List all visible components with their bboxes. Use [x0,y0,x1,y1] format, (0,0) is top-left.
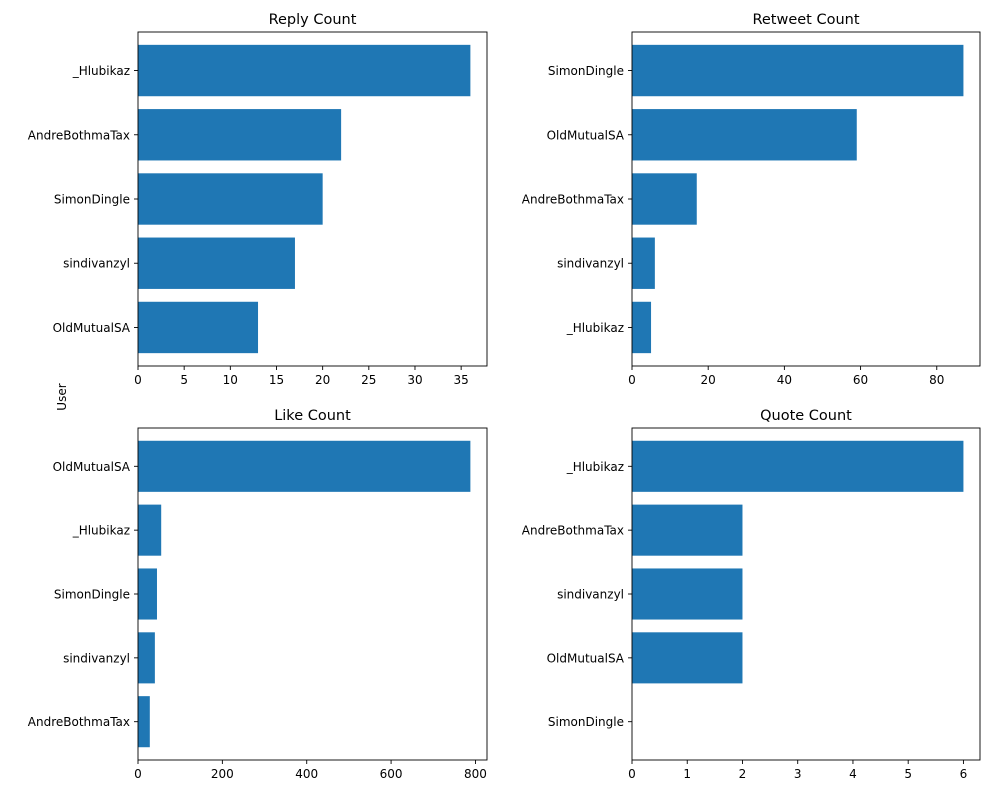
y-tick-label: sindivanzyl [557,588,624,602]
chart-title: Like Count [274,408,351,424]
bar-AndreBothmaTax [138,696,150,748]
x-tick-label: 1 [683,767,691,781]
bar-_Hlubikaz [138,504,162,556]
bar-SimonDingle [138,568,157,620]
y-tick-label: AndreBothmaTax [28,128,130,142]
y-tick-label: SimonDingle [54,588,130,602]
y-tick-label: AndreBothmaTax [28,715,130,729]
bar-AndreBothmaTax [138,109,342,161]
y-tick-label: _Hlubikaz [72,64,130,78]
y-tick-label: AndreBothmaTax [522,524,624,538]
axes-frame [137,427,488,761]
y-tick-label: SimonDingle [548,715,624,729]
axes-frame [631,31,981,367]
bar-AndreBothmaTax [632,504,743,556]
bar-sindivanzyl [138,237,295,289]
x-tick-label: 0 [628,767,636,781]
axes-frame [631,427,981,761]
y-tick-label: sindivanzyl [557,257,624,271]
bar-OldMutualSA [632,632,743,684]
y-tick-label: OldMutualSA [547,128,625,142]
y-tick-label: _Hlubikaz [72,524,130,538]
subplot-4: _Hlubikaz AndreBothmaTax sindivanzyl OldMut… [522,408,981,781]
subplot-2: SimonDingle OldMutualSA AndreBothmaTax sind… [522,12,981,387]
x-tick-label: 4 [849,767,857,781]
chart-title: Retweet Count [752,12,859,28]
x-tick-label: 60 [853,373,868,387]
axes-frame [137,31,488,367]
x-tick-label: 2 [739,767,747,781]
y-tick-label: SimonDingle [54,193,130,207]
x-tick-label: 600 [380,767,403,781]
x-tick-label: 5 [904,767,912,781]
bar-SimonDingle [138,173,323,225]
x-tick-label: 20 [701,373,716,387]
x-tick-label: 40 [777,373,792,387]
x-tick-label: 0 [134,767,142,781]
y-tick-label: sindivanzyl [63,651,130,665]
x-tick-label: 400 [295,767,318,781]
bar-_Hlubikaz [632,301,652,354]
x-tick-label: 800 [464,767,487,781]
x-tick-label: 25 [361,373,376,387]
x-tick-label: 6 [960,767,968,781]
x-tick-label: 15 [269,373,284,387]
x-tick-label: 20 [315,373,330,387]
chart-title: Quote Count [760,408,852,424]
bar-SimonDingle [632,44,964,97]
bar-OldMutualSA [138,440,471,492]
x-tick-label: 0 [134,373,142,387]
bar-OldMutualSA [138,301,259,354]
shared-y-axis-label: User [55,383,69,410]
x-tick-label: 200 [211,767,234,781]
x-tick-label: 0 [628,373,636,387]
y-tick-label: SimonDingle [548,64,624,78]
bar-OldMutualSA [632,109,857,161]
y-tick-label: _Hlubikaz [566,321,624,335]
bar-sindivanzyl [632,568,743,620]
y-tick-label: sindivanzyl [63,257,130,271]
subplot-3: OldMutualSA _Hlubikaz SimonDingle sindivanz… [28,408,488,781]
y-tick-label: OldMutualSA [53,321,131,335]
x-tick-label: 3 [794,767,802,781]
bar-_Hlubikaz [138,44,471,97]
y-tick-label: _Hlubikaz [566,460,624,474]
x-tick-label: 5 [180,373,188,387]
x-tick-label: 30 [407,373,422,387]
x-tick-label: 80 [929,373,944,387]
bar-_Hlubikaz [632,440,964,492]
x-tick-label: 10 [223,373,238,387]
bar-sindivanzyl [632,237,655,289]
bar-sindivanzyl [138,632,155,684]
y-tick-label: AndreBothmaTax [522,193,624,207]
y-tick-label: OldMutualSA [53,460,131,474]
subplot-1: _Hlubikaz AndreBothmaTax SimonDingle sindiv… [28,12,488,387]
y-tick-label: OldMutualSA [547,651,625,665]
chart-title: Reply Count [269,12,357,28]
x-tick-label: 35 [454,373,469,387]
bar-AndreBothmaTax [632,173,697,225]
